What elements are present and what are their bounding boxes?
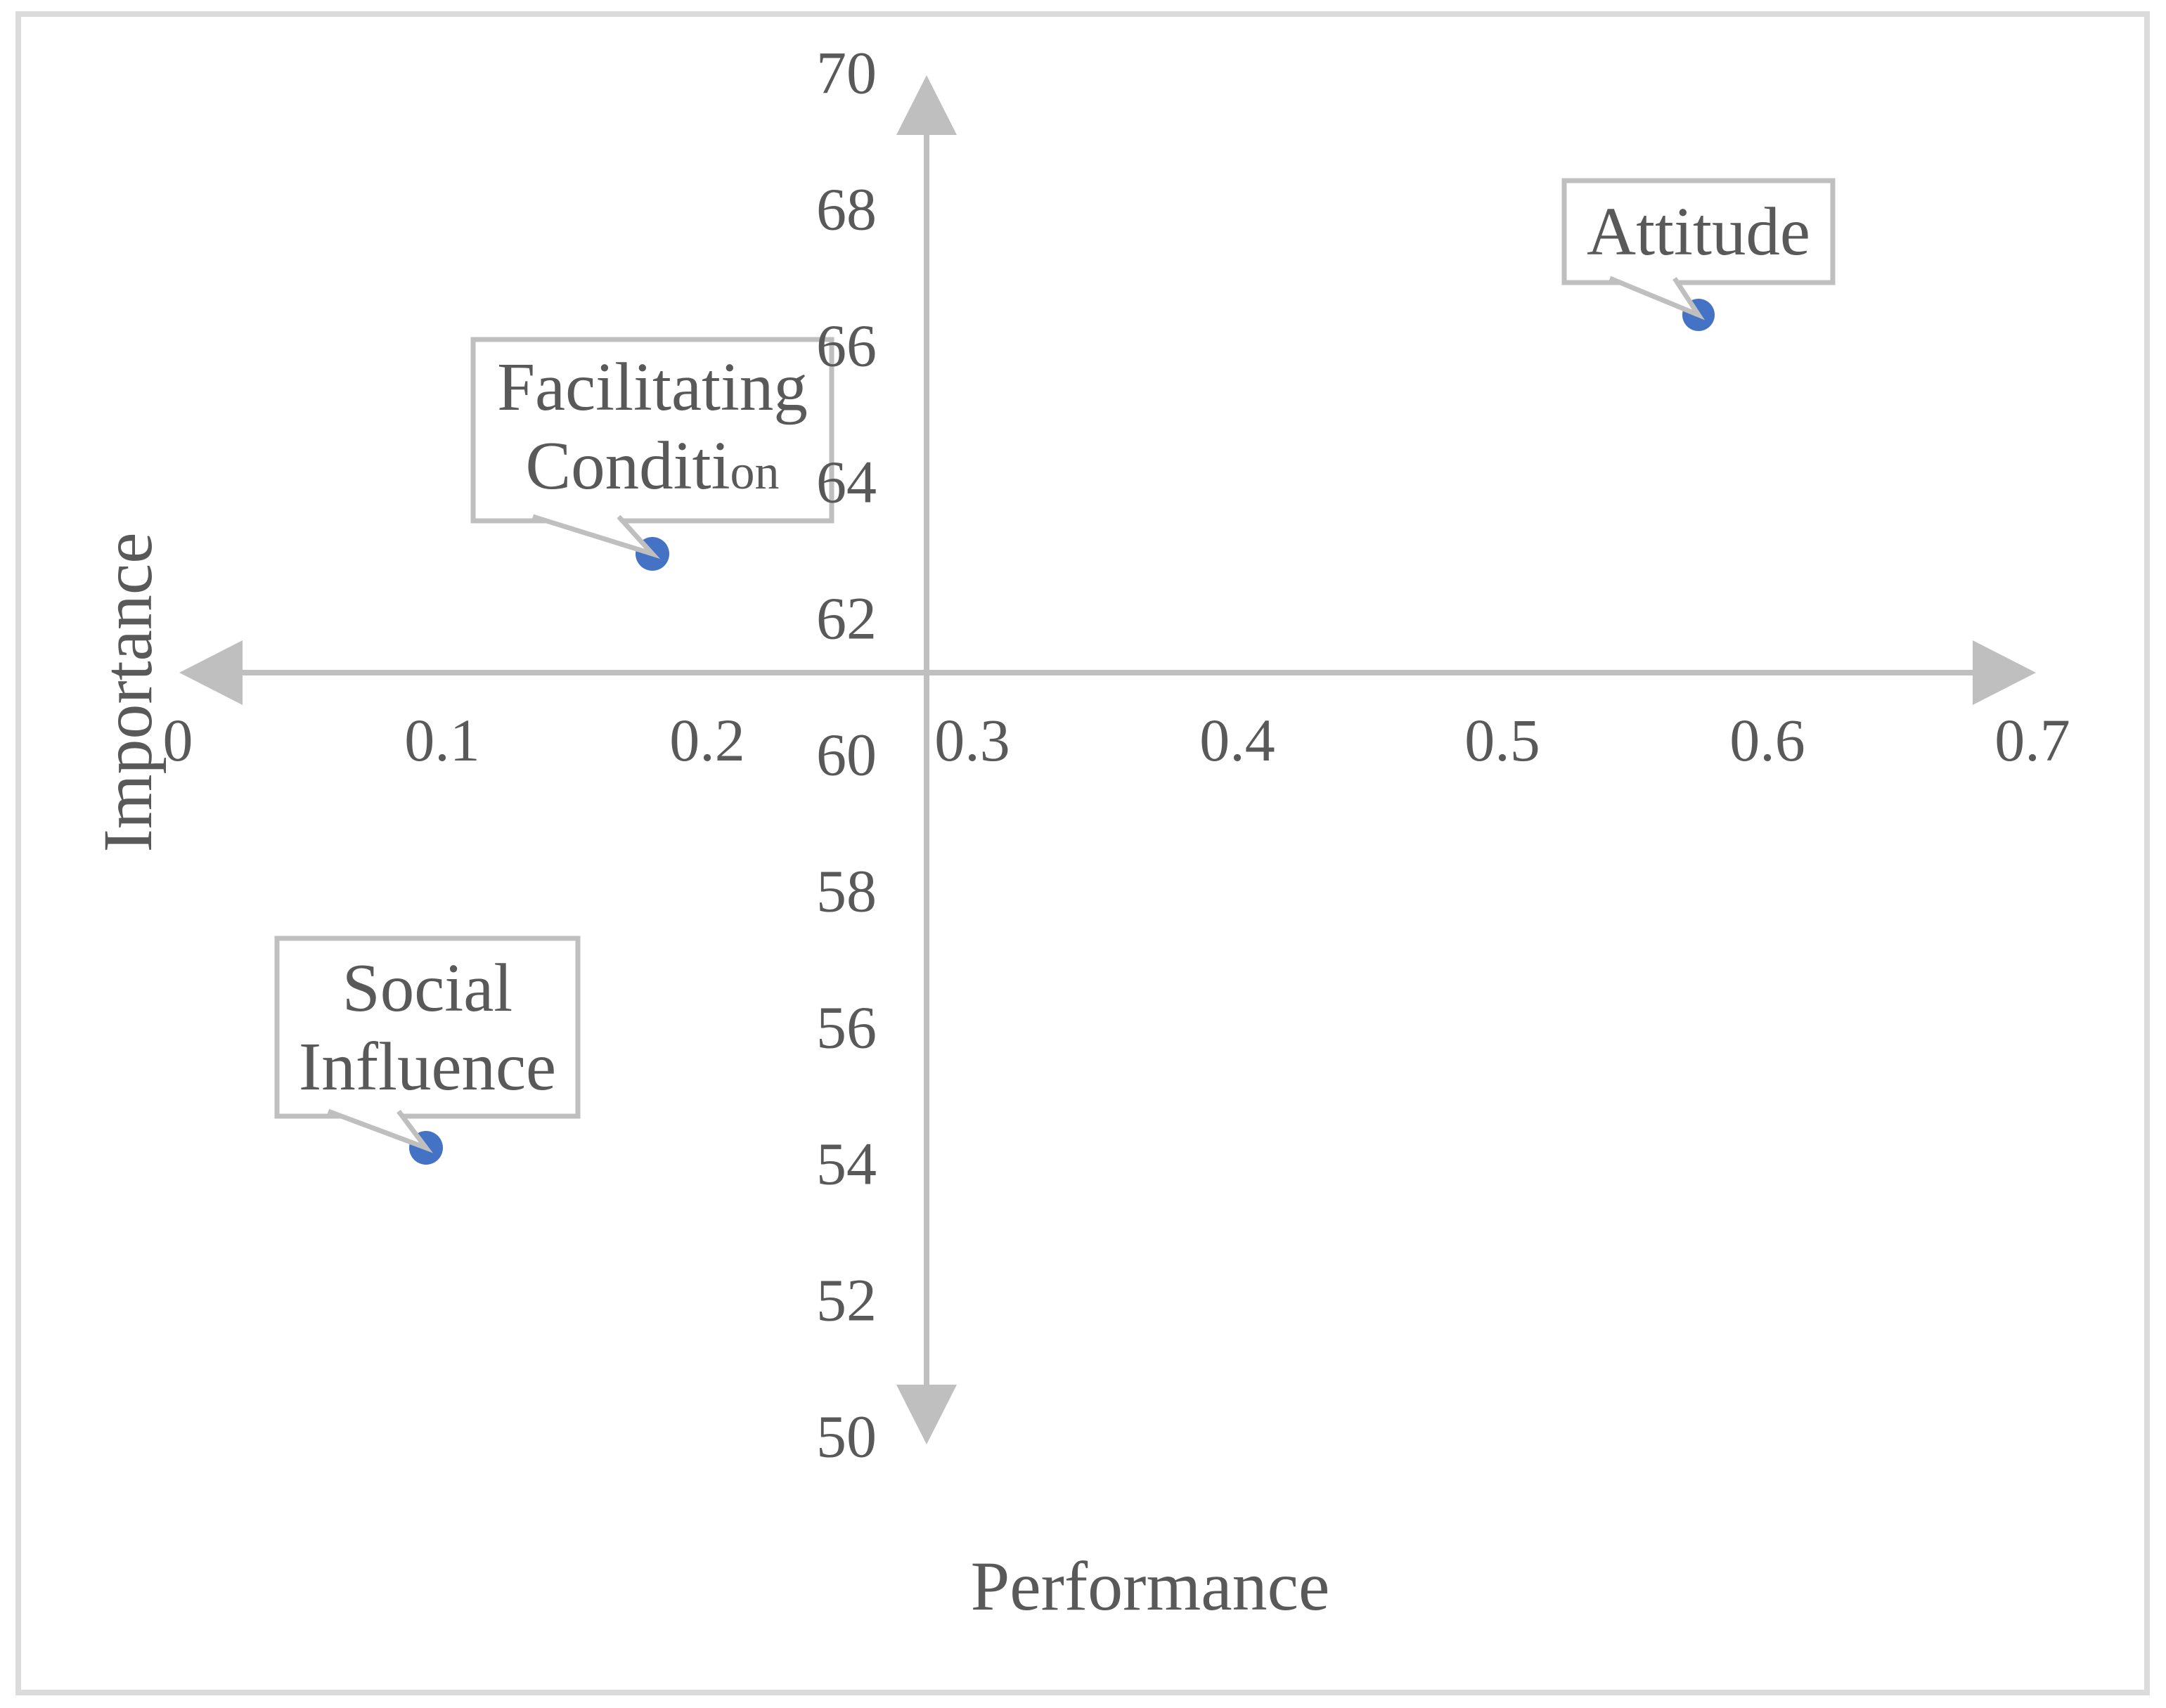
x-tick-0-7: 0.7 (1994, 706, 2070, 774)
callout-attitude-line1: Attitude (1587, 193, 1810, 269)
y-tick-70: 70 (816, 39, 877, 107)
y-axis-title: Importance (89, 532, 167, 853)
y-tick-58: 58 (816, 857, 877, 925)
arrow-down-icon (896, 1385, 957, 1444)
callout-box-social-influence (274, 936, 581, 1119)
arrow-right-icon (1973, 640, 2036, 705)
y-tick-68: 68 (816, 175, 877, 243)
y-tick-60: 60 (816, 720, 877, 789)
x-tick-0-5: 0.5 (1464, 706, 1540, 774)
callout-facilitating-line2-small: on (730, 446, 780, 500)
x-tick-0-6: 0.6 (1729, 706, 1805, 774)
x-tick-0-1: 0.1 (404, 706, 480, 774)
callout-label-social-influence: Social Influence (277, 938, 578, 1116)
callout-box-facilitating-condition (470, 337, 834, 524)
x-tick-0: 0 (162, 706, 193, 774)
callout-leader-attitude (1609, 276, 1706, 321)
callout-facilitating-line1: Facilitating (497, 349, 808, 425)
y-tick-62: 62 (816, 584, 877, 652)
callout-box-attitude (1561, 178, 1836, 285)
x-tick-0-2: 0.2 (669, 706, 745, 774)
chart-frame (15, 11, 2150, 1695)
callout-social-line2: Influence (298, 1028, 557, 1104)
callout-leader-facilitating-condition (531, 514, 661, 559)
y-tick-64: 64 (816, 448, 877, 516)
x-axis-title: Performance (970, 1547, 1330, 1625)
callout-label-attitude: Attitude (1564, 181, 1833, 283)
arrow-up-icon (896, 75, 957, 135)
callout-social-line1: Social (342, 950, 513, 1026)
y-tick-50: 50 (816, 1402, 877, 1470)
y-tick-52: 52 (816, 1266, 877, 1334)
callout-leader-social-influence (327, 1108, 433, 1153)
y-tick-66: 66 (816, 311, 877, 380)
callout-label-facilitating-condition: Facilitating Condition (473, 339, 832, 521)
arrow-left-icon (179, 640, 243, 705)
callout-facilitating-line2-main: Conditi (525, 428, 730, 503)
x-tick-0-4: 0.4 (1199, 706, 1275, 774)
y-tick-54: 54 (816, 1130, 877, 1198)
x-tick-0-3: 0.3 (934, 706, 1010, 774)
callout-facilitating-line2: Condition (525, 427, 779, 512)
y-tick-56: 56 (816, 993, 877, 1061)
